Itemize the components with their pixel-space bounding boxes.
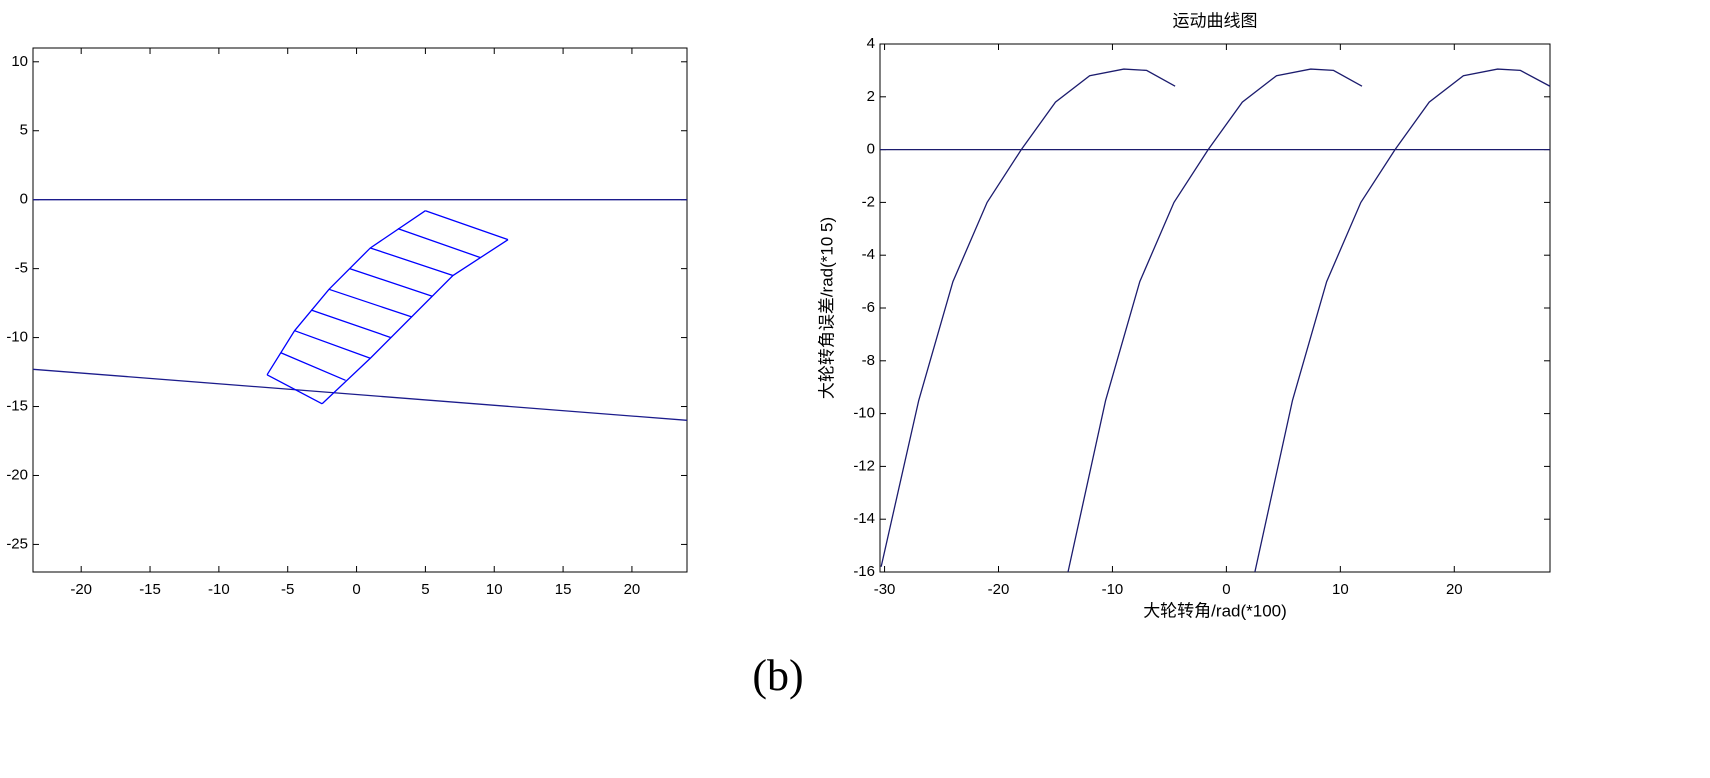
x-axis-label: 大轮转角/rad(*100) <box>1143 601 1287 620</box>
plot-frame <box>32 47 688 573</box>
y-tick-label: -8 <box>862 352 875 369</box>
x-tick-label: -30 <box>874 581 896 598</box>
x-tick-label: -10 <box>208 581 230 598</box>
y-tick-label: -16 <box>853 563 875 580</box>
y-tick-label: -12 <box>853 457 875 474</box>
data-line <box>370 247 454 277</box>
data-line <box>1254 68 1551 573</box>
data-line <box>425 210 509 241</box>
y-tick-label: 0 <box>867 141 875 158</box>
y-tick-label: -25 <box>6 535 28 552</box>
caption: (b) <box>752 651 803 700</box>
x-tick-label: -5 <box>281 581 294 598</box>
y-tick-label: -6 <box>862 299 875 316</box>
x-tick-label: 10 <box>486 581 503 598</box>
y-tick-label: -10 <box>853 405 875 422</box>
data-line <box>397 228 481 259</box>
data-line <box>321 239 509 405</box>
y-tick-label: 2 <box>867 88 875 105</box>
data-line <box>266 374 323 405</box>
y-tick-label: -4 <box>862 246 875 263</box>
x-tick-label: 0 <box>1222 581 1230 598</box>
x-tick-label: -10 <box>1102 581 1124 598</box>
x-tick-label: 5 <box>421 581 429 598</box>
y-tick-label: 4 <box>867 35 875 52</box>
y-tick-label: -10 <box>6 329 28 346</box>
y-tick-label: -14 <box>853 510 875 527</box>
data-line <box>280 352 346 381</box>
x-tick-label: -20 <box>70 581 92 598</box>
y-tick-label: 5 <box>20 122 28 139</box>
x-tick-label: 0 <box>352 581 360 598</box>
data-line <box>294 330 371 359</box>
y-tick-label: -2 <box>862 193 875 210</box>
y-tick-label: 10 <box>11 53 28 70</box>
y-tick-label: -5 <box>15 260 28 277</box>
plot-frame <box>879 43 1551 573</box>
x-tick-label: 15 <box>555 581 572 598</box>
data-line <box>349 268 433 297</box>
y-tick-label: 0 <box>20 191 28 208</box>
x-tick-label: 20 <box>624 581 641 598</box>
data-line <box>328 288 412 318</box>
data-line <box>32 368 688 421</box>
y-tick-label: -15 <box>6 397 28 414</box>
data-line <box>266 210 426 376</box>
data-line <box>310 309 392 339</box>
x-tick-label: 10 <box>1332 581 1349 598</box>
chart-title: 运动曲线图 <box>1173 11 1258 30</box>
x-tick-label: -15 <box>139 581 161 598</box>
y-axis-label: 大轮转角误差/rad(*10 5) <box>817 217 836 399</box>
x-tick-label: 20 <box>1446 581 1463 598</box>
x-tick-label: -20 <box>988 581 1010 598</box>
data-line <box>880 68 1176 567</box>
data-line <box>1067 68 1363 573</box>
y-tick-label: -20 <box>6 466 28 483</box>
